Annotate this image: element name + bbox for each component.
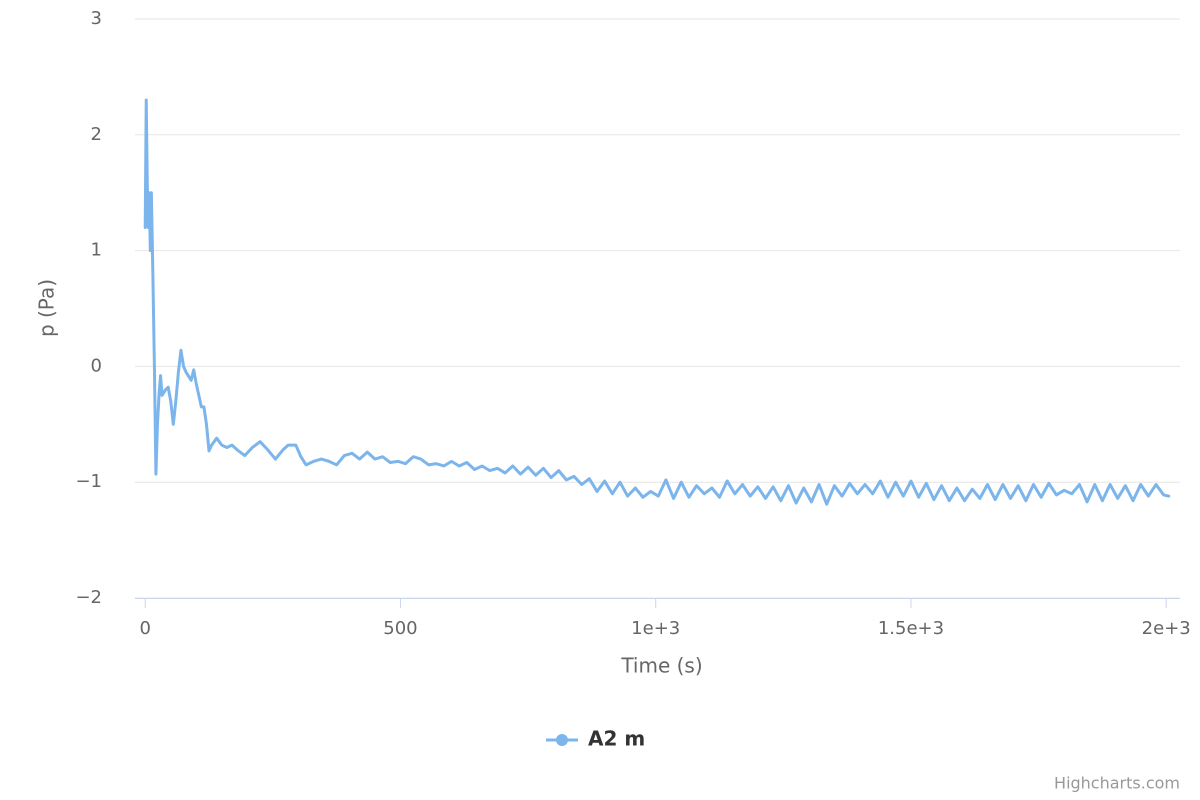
x-tick-label: 1.5e+3 [878, 618, 944, 639]
y-tick-label: 0 [91, 355, 102, 376]
credits[interactable]: Highcharts.com [1054, 774, 1180, 793]
y-axis-title: p (Pa) [35, 279, 59, 337]
y-tick-label: 1 [91, 240, 102, 261]
x-axis-title: Time (s) [620, 654, 702, 678]
x-tick-label: 1e+3 [631, 618, 680, 639]
y-tick-label: 3 [91, 8, 102, 29]
y-tick-label: 2 [91, 124, 102, 145]
x-tick-label: 500 [383, 618, 417, 639]
legend-label[interactable]: A2 m [588, 727, 645, 751]
y-tick-label: −1 [75, 471, 102, 492]
legend-symbol[interactable] [556, 734, 568, 746]
y-tick-label: −2 [75, 587, 102, 608]
x-tick-label: 2e+3 [1142, 618, 1191, 639]
series-line [143, 98, 1171, 506]
x-tick-label: 0 [139, 618, 150, 639]
